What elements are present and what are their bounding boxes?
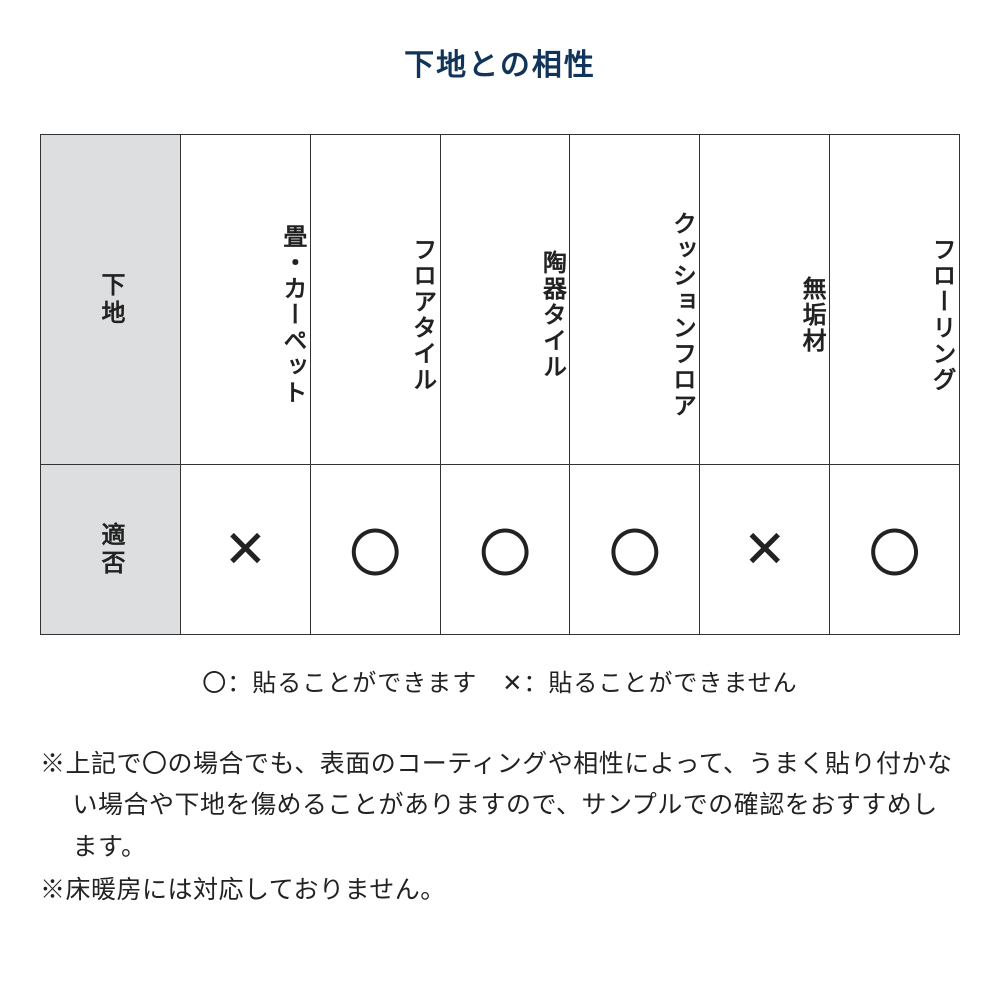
row-header-suitability: 適否 [41,465,181,635]
table-value-row: 適否 ✕ 〇 〇 〇 ✕ 〇 [41,465,960,635]
value-cell: 〇 [830,465,960,635]
table-header-row: 下地 畳・カーペット フロアタイル 陶器タイル クッションフロア 無垢材 フロー… [41,135,960,465]
value-cell: 〇 [570,465,700,635]
value-cell: 〇 [310,465,440,635]
compatibility-table: 下地 畳・カーペット フロアタイル 陶器タイル クッションフロア 無垢材 フロー… [40,134,960,635]
notes-block: ※上記で〇の場合でも、表面のコーティングや相性によって、うまく貼り付かない場合や… [40,744,960,911]
col-header: 無垢材 [700,135,830,465]
col-header: 陶器タイル [440,135,570,465]
page-title: 下地との相性 [40,40,960,84]
value-cell: 〇 [440,465,570,635]
row-header-substrate: 下地 [41,135,181,465]
col-header: フローリング [830,135,960,465]
page-container: 下地との相性 下地 畳・カーペット フロアタイル 陶器タイル クッションフロア … [0,0,1000,911]
value-cell: ✕ [700,465,830,635]
col-header: フロアタイル [310,135,440,465]
note-item: ※床暖房には対応しておりません。 [40,870,960,911]
value-cell: ✕ [181,465,311,635]
col-header: クッションフロア [570,135,700,465]
note-item: ※上記で〇の場合でも、表面のコーティングや相性によって、うまく貼り付かない場合や… [40,744,960,868]
col-header: 畳・カーペット [181,135,311,465]
legend-text: 〇：貼ることができます ✕：貼ることができません [40,663,960,698]
